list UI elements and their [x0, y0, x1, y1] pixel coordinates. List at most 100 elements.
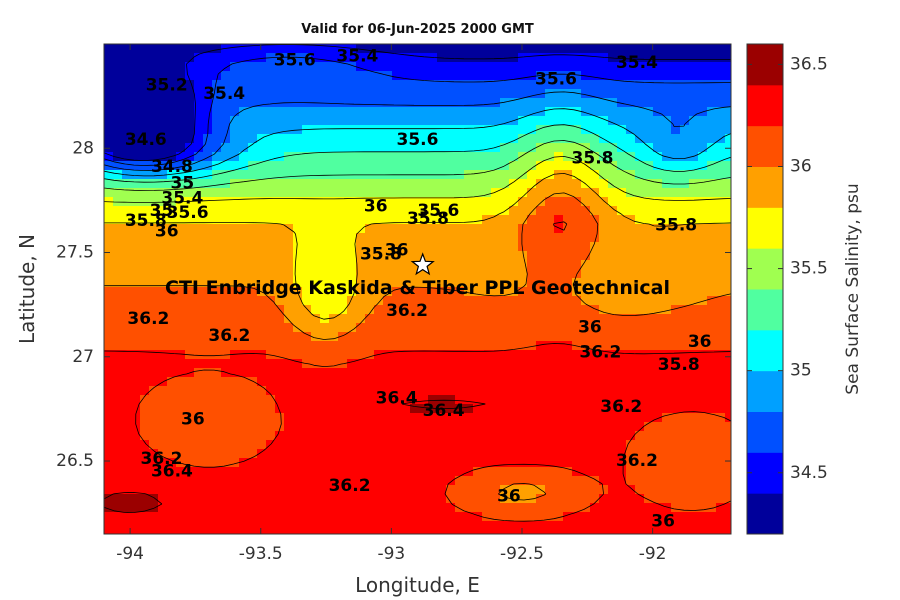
field-cell — [698, 287, 708, 297]
field-cell — [419, 98, 429, 108]
contour-label: 36.2 — [140, 449, 182, 469]
field-cell — [545, 251, 555, 261]
field-cell — [257, 485, 267, 495]
field-cell — [185, 44, 195, 54]
field-cell — [653, 449, 663, 459]
field-cell — [266, 170, 276, 180]
field-cell — [680, 89, 690, 99]
field-cell — [509, 368, 519, 378]
field-cell — [581, 458, 591, 468]
field-cell — [176, 449, 186, 459]
field-cell — [545, 377, 555, 387]
field-cell — [572, 143, 582, 153]
field-cell — [437, 269, 447, 279]
field-cell — [293, 161, 303, 171]
field-cell — [266, 197, 276, 207]
field-cell — [158, 395, 168, 405]
field-cell — [176, 278, 186, 288]
field-cell — [500, 242, 510, 252]
field-cell — [599, 44, 609, 54]
field-cell — [689, 485, 699, 495]
field-cell — [167, 242, 177, 252]
field-cell — [617, 530, 627, 534]
field-cell — [203, 458, 213, 468]
field-cell — [131, 521, 141, 531]
field-cell — [500, 89, 510, 99]
field-cell — [599, 80, 609, 90]
field-cell — [248, 467, 258, 477]
field-cell — [563, 188, 573, 198]
field-cell — [491, 494, 501, 504]
field-cell — [401, 395, 411, 405]
field-cell — [383, 296, 393, 306]
field-cell — [185, 89, 195, 99]
field-cell — [392, 233, 402, 243]
field-cell — [716, 71, 726, 81]
field-cell — [131, 224, 141, 234]
field-cell — [590, 89, 600, 99]
field-cell — [113, 458, 123, 468]
field-cell — [644, 377, 654, 387]
field-cell — [203, 341, 213, 351]
field-cell — [698, 278, 708, 288]
field-cell — [203, 71, 213, 81]
field-cell — [248, 314, 258, 324]
field-cell — [653, 125, 663, 135]
field-cell — [293, 260, 303, 270]
field-cell — [491, 458, 501, 468]
field-cell — [725, 242, 731, 252]
field-cell — [509, 350, 519, 360]
field-cell — [131, 449, 141, 459]
field-cell — [725, 341, 731, 351]
field-cell — [158, 530, 168, 534]
field-cell — [410, 485, 420, 495]
field-cell — [644, 521, 654, 531]
field-cell — [482, 332, 492, 342]
field-cell — [473, 296, 483, 306]
field-cell — [725, 161, 731, 171]
field-cell — [635, 71, 645, 81]
field-cell — [167, 476, 177, 486]
field-cell — [176, 242, 186, 252]
field-cell — [122, 359, 132, 369]
field-cell — [140, 44, 150, 54]
field-cell — [248, 206, 258, 216]
field-cell — [374, 125, 384, 135]
field-cell — [383, 386, 393, 396]
field-cell — [464, 215, 474, 225]
field-cell — [230, 314, 240, 324]
field-cell — [257, 233, 267, 243]
field-cell — [446, 242, 456, 252]
field-cell — [491, 422, 501, 432]
field-cell — [581, 314, 591, 324]
field-cell — [149, 134, 159, 144]
field-cell — [509, 125, 519, 135]
field-cell — [437, 305, 447, 315]
field-cell — [473, 449, 483, 459]
field-cell — [248, 233, 258, 243]
field-cell — [176, 44, 186, 54]
field-cell — [644, 215, 654, 225]
field-cell — [509, 458, 519, 468]
contour-label: 35.8 — [658, 355, 700, 375]
field-cell — [608, 206, 618, 216]
field-cell — [716, 242, 726, 252]
field-cell — [473, 440, 483, 450]
field-cell — [320, 251, 330, 261]
field-cell — [644, 512, 654, 522]
field-cell — [329, 206, 339, 216]
field-cell — [500, 287, 510, 297]
field-cell — [482, 224, 492, 234]
field-cell — [500, 377, 510, 387]
field-cell — [104, 143, 114, 153]
field-cell — [275, 476, 285, 486]
field-cell — [563, 512, 573, 522]
field-cell — [446, 98, 456, 108]
field-cell — [509, 179, 519, 189]
field-cell — [158, 521, 168, 531]
field-cell — [410, 179, 420, 189]
field-cell — [446, 395, 456, 405]
field-cell — [491, 44, 501, 54]
field-cell — [410, 395, 420, 405]
field-cell — [437, 71, 447, 81]
